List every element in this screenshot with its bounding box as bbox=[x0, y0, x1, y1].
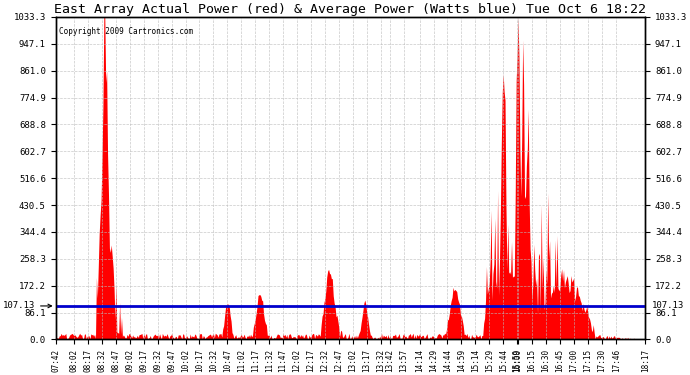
Text: Copyright 2009 Cartronics.com: Copyright 2009 Cartronics.com bbox=[59, 27, 193, 36]
Text: 107.13: 107.13 bbox=[3, 302, 52, 310]
Title: East Array Actual Power (red) & Average Power (Watts blue) Tue Oct 6 18:22: East Array Actual Power (red) & Average … bbox=[55, 3, 647, 16]
Text: 107.13: 107.13 bbox=[652, 302, 684, 310]
